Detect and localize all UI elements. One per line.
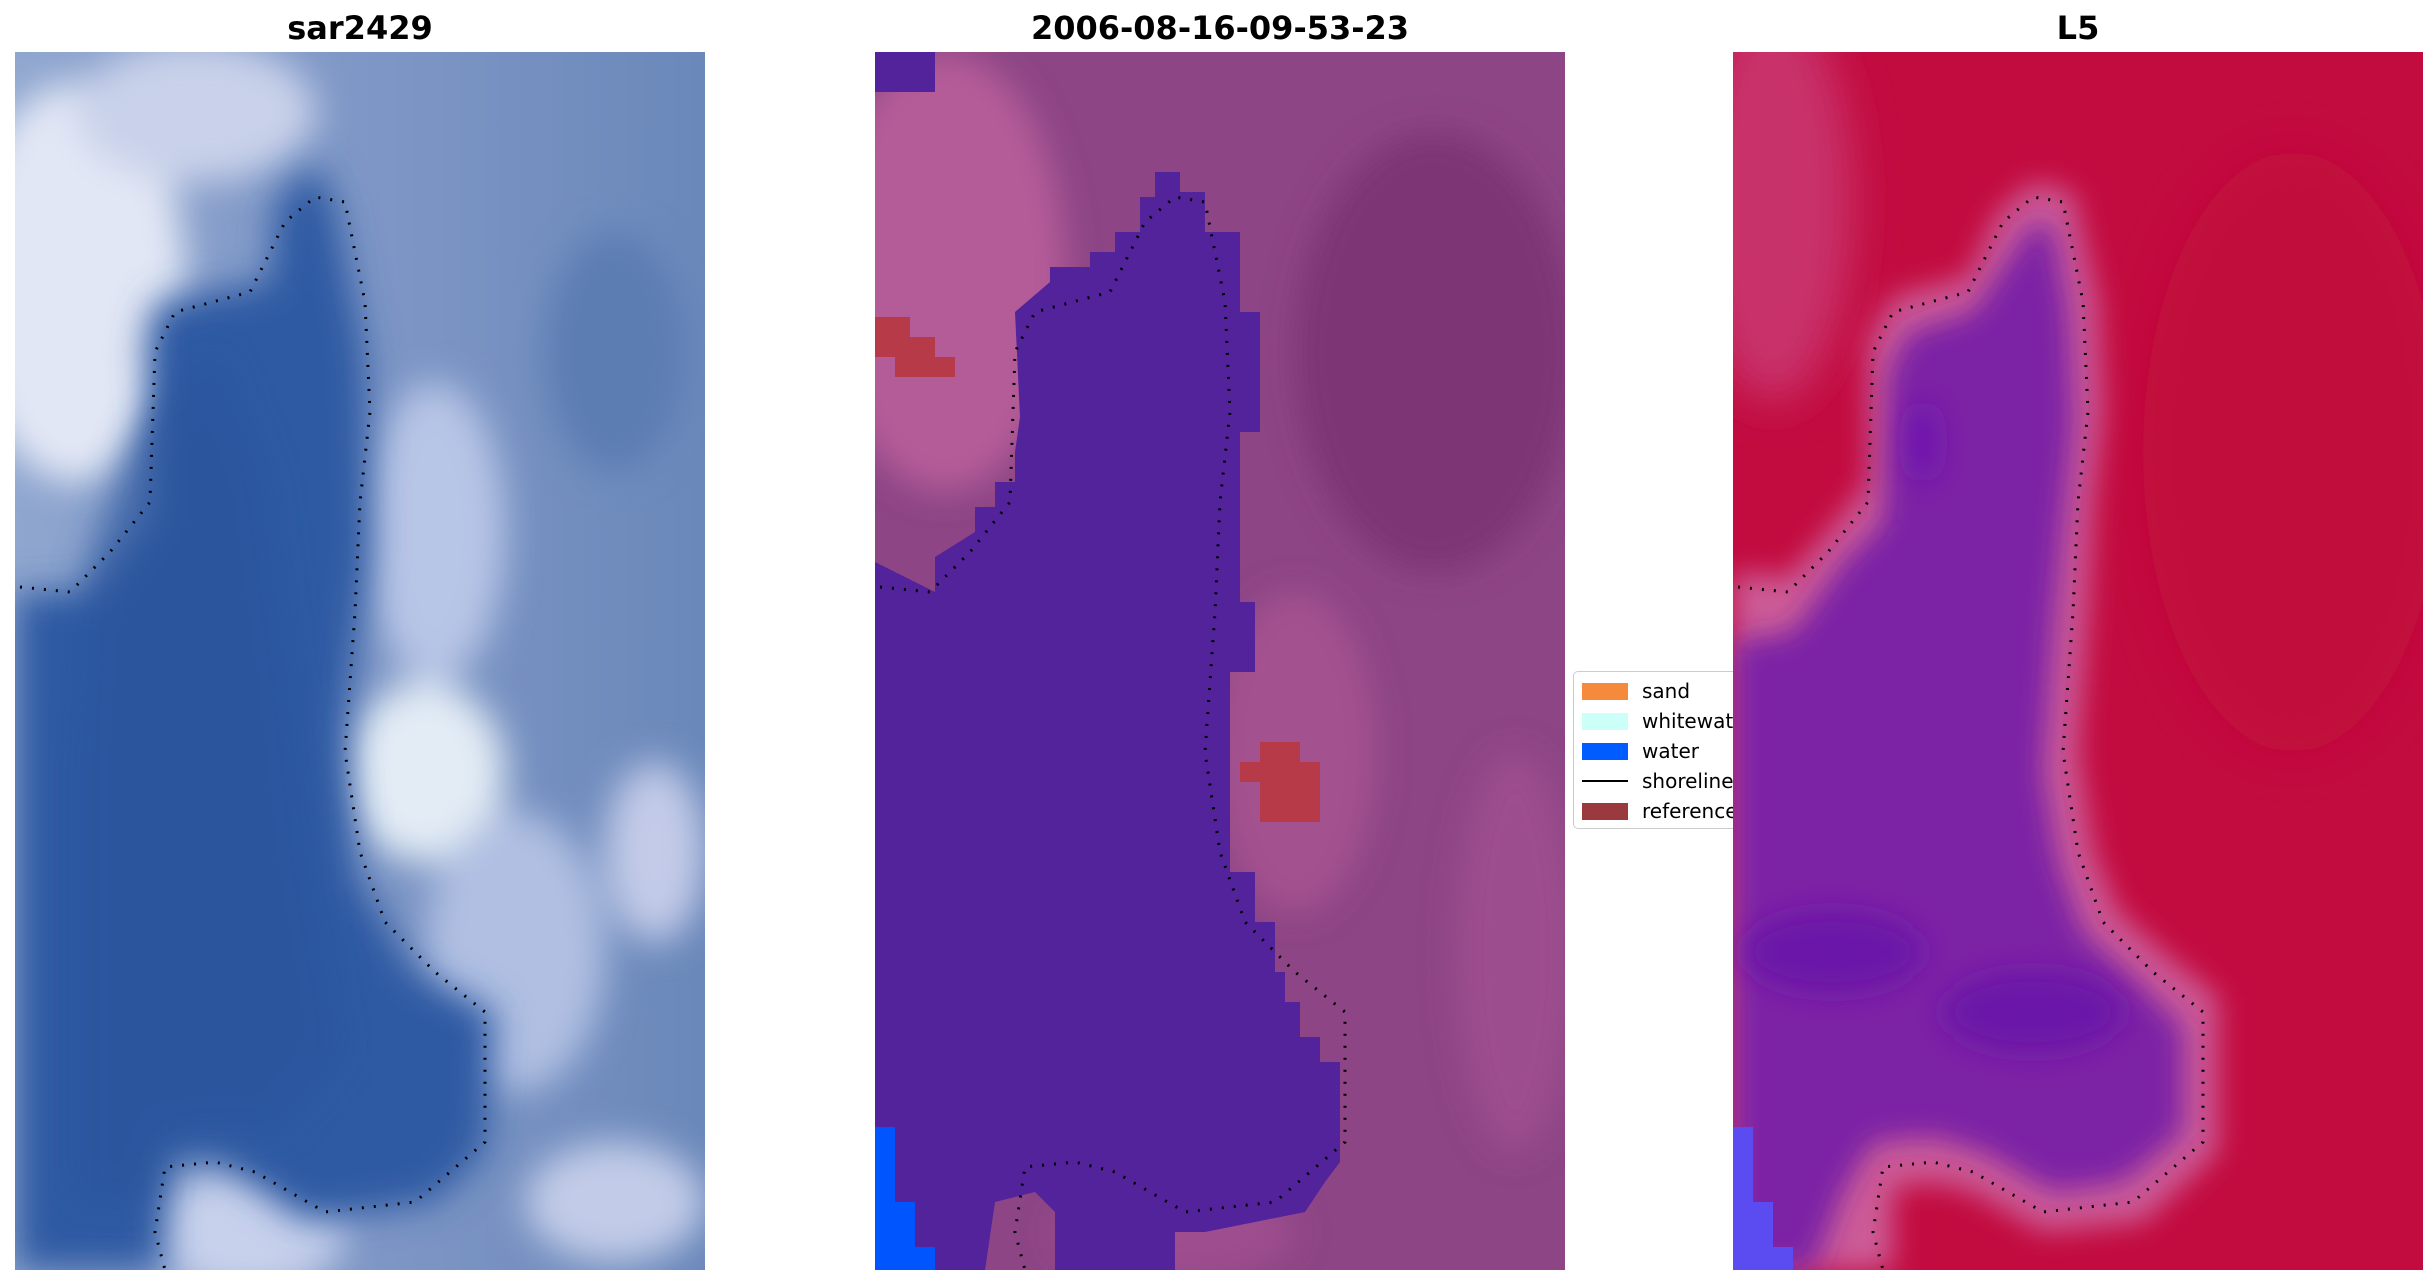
whitewater-swatch — [1582, 712, 1628, 730]
blue-index-patch — [1733, 1127, 1793, 1270]
index-panel — [1733, 52, 2423, 1270]
panel-title-classification: 2006-08-16-09-53-23 — [1030, 9, 1410, 47]
legend-item-reference: reference — [1582, 799, 1738, 823]
legend-item-sand: sand — [1582, 679, 1691, 703]
legend-item-whitewater: whitewater — [1582, 709, 1743, 733]
shoreline-line-swatch — [1582, 780, 1628, 782]
legend-label-whitewater: whitewater — [1642, 709, 1743, 733]
legend-label-shoreline: shoreline — [1642, 769, 1734, 793]
index-image — [1733, 52, 2423, 1270]
water-class-region — [875, 172, 1340, 1270]
legend-label-water: water — [1642, 739, 1699, 763]
legend-label-sand: sand — [1642, 679, 1691, 703]
rgb-image-panel — [15, 52, 705, 1270]
panel-title-rgb: sar2429 — [287, 9, 433, 47]
reference-patch-1 — [875, 317, 955, 377]
panel-title-index: L5 — [2056, 9, 2100, 47]
classification-panel — [875, 52, 1565, 1270]
classification-image — [875, 52, 1565, 1270]
rgb-image — [15, 52, 705, 1270]
legend-item-shoreline: shoreline — [1582, 769, 1734, 793]
legend-item-water: water — [1582, 739, 1699, 763]
reference-swatch — [1582, 802, 1628, 820]
legend: sand whitewater water shoreline referenc… — [1573, 671, 1743, 829]
blue-class-patch — [875, 1127, 935, 1270]
sand-swatch — [1582, 682, 1628, 700]
water-swatch — [1582, 742, 1628, 760]
reference-patch-2 — [1240, 742, 1320, 822]
legend-label-reference: reference — [1642, 799, 1738, 823]
